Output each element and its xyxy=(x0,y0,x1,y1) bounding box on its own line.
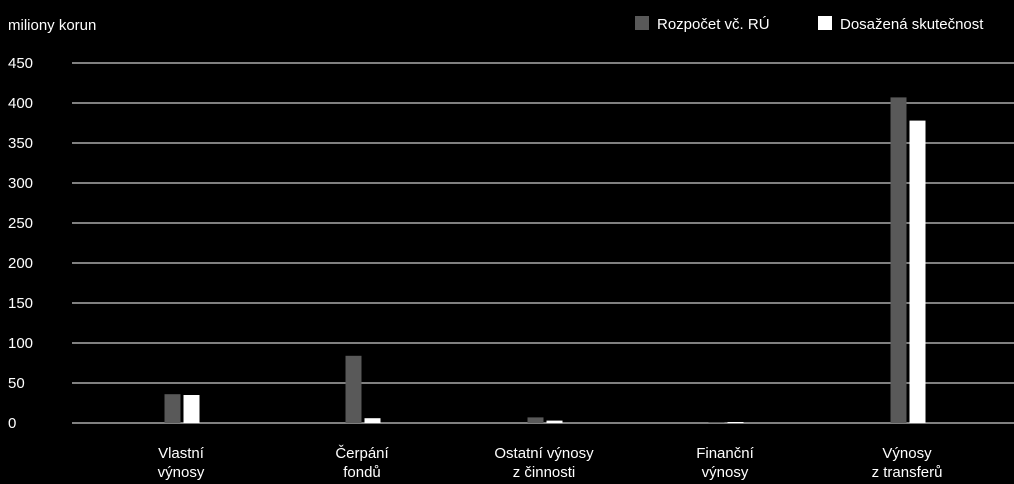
y-tick-label: 50 xyxy=(8,375,25,392)
y-tick-label: 100 xyxy=(8,335,33,352)
y-tick-label: 400 xyxy=(8,95,33,112)
legend-swatch xyxy=(818,16,832,30)
x-tick-label: Čerpání xyxy=(335,445,389,462)
x-tick-label: z činnosti xyxy=(513,464,576,481)
bar xyxy=(345,355,362,423)
legend: Rozpočet vč. RÚ Dosažená skutečnost xyxy=(635,16,984,33)
y-axis-unit-label: miliony korun xyxy=(8,17,96,34)
bar xyxy=(183,395,200,423)
gridlines xyxy=(72,62,1014,424)
bar xyxy=(546,420,563,423)
legend-swatch xyxy=(635,16,649,30)
y-tick-label: 300 xyxy=(8,175,33,192)
y-tick-label: 150 xyxy=(8,295,33,312)
bars xyxy=(164,97,926,424)
y-tick-label: 450 xyxy=(8,55,33,72)
x-tick-label: Ostatní výnosy xyxy=(494,445,594,462)
y-tick-label: 0 xyxy=(8,415,16,432)
x-tick-label: výnosy xyxy=(158,464,205,481)
x-tick-label: Vlastní xyxy=(158,445,205,462)
y-axis-ticks: 0 50 100 150 200 250 300 350 400 450 xyxy=(8,55,33,432)
bar xyxy=(164,394,181,423)
legend-label: Rozpočet vč. RÚ xyxy=(657,16,770,33)
y-tick-label: 250 xyxy=(8,215,33,232)
y-tick-label: 200 xyxy=(8,255,33,272)
legend-label: Dosažená skutečnost xyxy=(840,16,984,33)
bar xyxy=(727,422,744,423)
bar xyxy=(909,120,926,423)
bar xyxy=(708,422,725,423)
bar xyxy=(527,417,544,423)
x-axis-labels: Vlastní výnosy Čerpání fondů Ostatní výnosy z… xyxy=(158,445,943,481)
bar xyxy=(890,97,907,424)
x-tick-label: Finanční xyxy=(696,445,754,462)
bar xyxy=(364,418,381,423)
x-tick-label: výnosy xyxy=(702,464,749,481)
x-tick-label: Výnosy xyxy=(882,445,932,462)
x-tick-label: fondů xyxy=(343,464,381,481)
x-tick-label: z transferů xyxy=(872,464,943,481)
y-tick-label: 350 xyxy=(8,135,33,152)
